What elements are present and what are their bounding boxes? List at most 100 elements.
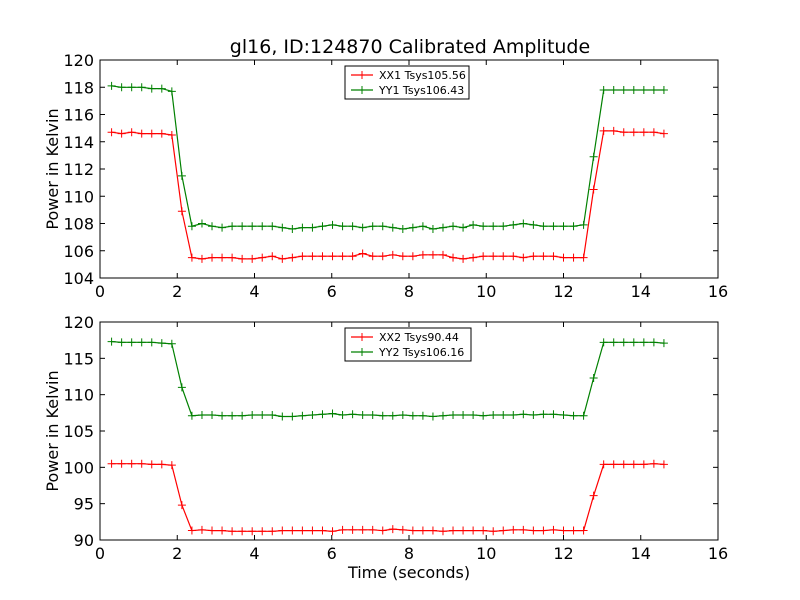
data-point-marker xyxy=(408,526,417,535)
data-point-marker xyxy=(639,338,648,347)
data-point-marker xyxy=(238,411,247,420)
data-point-marker xyxy=(418,222,427,231)
legend: XX1 Tsys105.56 YY1 Tsys106.43 xyxy=(344,65,470,100)
data-point-marker xyxy=(529,252,538,261)
data-point-marker xyxy=(218,223,227,232)
data-point-marker xyxy=(358,249,367,258)
data-point-marker xyxy=(449,253,458,262)
data-point-marker xyxy=(479,222,488,231)
y-tick-label: 104 xyxy=(63,269,94,288)
data-point-marker xyxy=(559,222,568,231)
x-tick-label: 10 xyxy=(476,282,496,301)
data-point-marker xyxy=(629,338,638,347)
data-point-marker xyxy=(177,207,186,216)
data-point-marker xyxy=(378,222,387,231)
data-point-marker xyxy=(449,411,458,420)
data-point-marker xyxy=(418,250,427,259)
data-point-marker xyxy=(519,219,528,228)
data-point-marker xyxy=(288,412,297,421)
data-point-marker xyxy=(529,220,538,229)
data-point-marker xyxy=(278,254,287,263)
data-point-marker xyxy=(278,412,287,421)
data-point-marker xyxy=(368,222,377,231)
data-point-marker xyxy=(619,460,628,469)
data-point-marker xyxy=(208,222,217,231)
data-point-marker xyxy=(338,252,347,261)
plots-group: 0 2 4 6 8 10 12 14 16104106108110112114116118120… xyxy=(43,51,728,582)
x-tick-label: 12 xyxy=(553,544,573,563)
data-point-marker xyxy=(308,411,317,420)
legend-box xyxy=(344,327,472,362)
data-point-marker xyxy=(208,526,217,535)
y-tick-label: 118 xyxy=(63,78,94,97)
data-point-marker xyxy=(479,252,488,261)
data-point-marker xyxy=(469,220,478,229)
data-point-marker xyxy=(398,224,407,233)
data-point-marker xyxy=(137,129,146,138)
data-point-marker xyxy=(268,222,277,231)
data-point-marker xyxy=(248,411,257,420)
data-point-marker xyxy=(167,87,176,96)
data-point-marker xyxy=(308,252,317,261)
data-point-marker xyxy=(167,130,176,139)
data-point-marker xyxy=(489,527,498,536)
data-point-marker xyxy=(529,526,538,535)
data-point-marker xyxy=(328,252,337,261)
data-point-marker xyxy=(338,411,347,420)
data-point-marker xyxy=(499,222,508,231)
data-point-marker xyxy=(489,222,498,231)
data-point-marker xyxy=(398,525,407,534)
data-point-marker xyxy=(629,128,638,137)
data-point-marker xyxy=(228,527,237,536)
data-point-marker xyxy=(268,252,277,261)
data-point-marker xyxy=(388,223,397,232)
data-point-marker xyxy=(137,459,146,468)
data-point-marker xyxy=(368,525,377,534)
data-point-marker xyxy=(649,338,658,347)
data-point-marker xyxy=(107,81,116,90)
data-point-marker xyxy=(589,491,598,500)
data-point-marker xyxy=(649,85,658,94)
x-tick-label: 0 xyxy=(95,544,105,563)
data-point-marker xyxy=(629,460,638,469)
data-point-marker xyxy=(469,526,478,535)
y-axis-label: Power in Kelvin xyxy=(43,108,62,229)
data-point-marker xyxy=(639,128,648,137)
data-point-marker xyxy=(599,126,608,135)
data-point-marker xyxy=(228,253,237,262)
data-point-marker xyxy=(157,339,166,348)
y-tick-label: 116 xyxy=(63,106,94,125)
data-point-marker xyxy=(167,339,176,348)
data-point-marker xyxy=(197,411,206,420)
plot-panel-1: 0 2 4 6 8 10 12 14 16 104 106 108 110 112 114 116 118 120… xyxy=(43,51,728,301)
data-point-marker xyxy=(338,525,347,534)
data-point-marker xyxy=(147,338,156,347)
data-point-marker xyxy=(639,85,648,94)
data-point-marker xyxy=(459,526,468,535)
y-tick-label: 100 xyxy=(63,458,94,477)
x-tick-label: 14 xyxy=(631,282,651,301)
x-tick-label: 6 xyxy=(327,544,337,563)
data-point-marker xyxy=(539,526,548,535)
data-point-marker xyxy=(509,525,518,534)
series-1 xyxy=(107,126,668,263)
data-point-marker xyxy=(609,338,618,347)
data-point-marker xyxy=(659,460,668,469)
data-point-marker xyxy=(539,410,548,419)
data-point-marker xyxy=(609,126,618,135)
data-point-marker xyxy=(197,219,206,228)
y-tick-label: 115 xyxy=(63,349,94,368)
data-point-marker xyxy=(318,410,327,419)
data-point-marker xyxy=(408,411,417,420)
data-point-marker xyxy=(449,526,458,535)
legend-box xyxy=(344,65,470,100)
data-point-marker xyxy=(157,129,166,138)
y-tick-label: 120 xyxy=(63,313,94,332)
series-1 xyxy=(107,459,668,536)
data-point-marker xyxy=(298,526,307,535)
data-point-marker xyxy=(569,253,578,262)
data-point-marker xyxy=(348,410,357,419)
data-point-marker xyxy=(549,410,558,419)
data-point-marker xyxy=(238,254,247,263)
